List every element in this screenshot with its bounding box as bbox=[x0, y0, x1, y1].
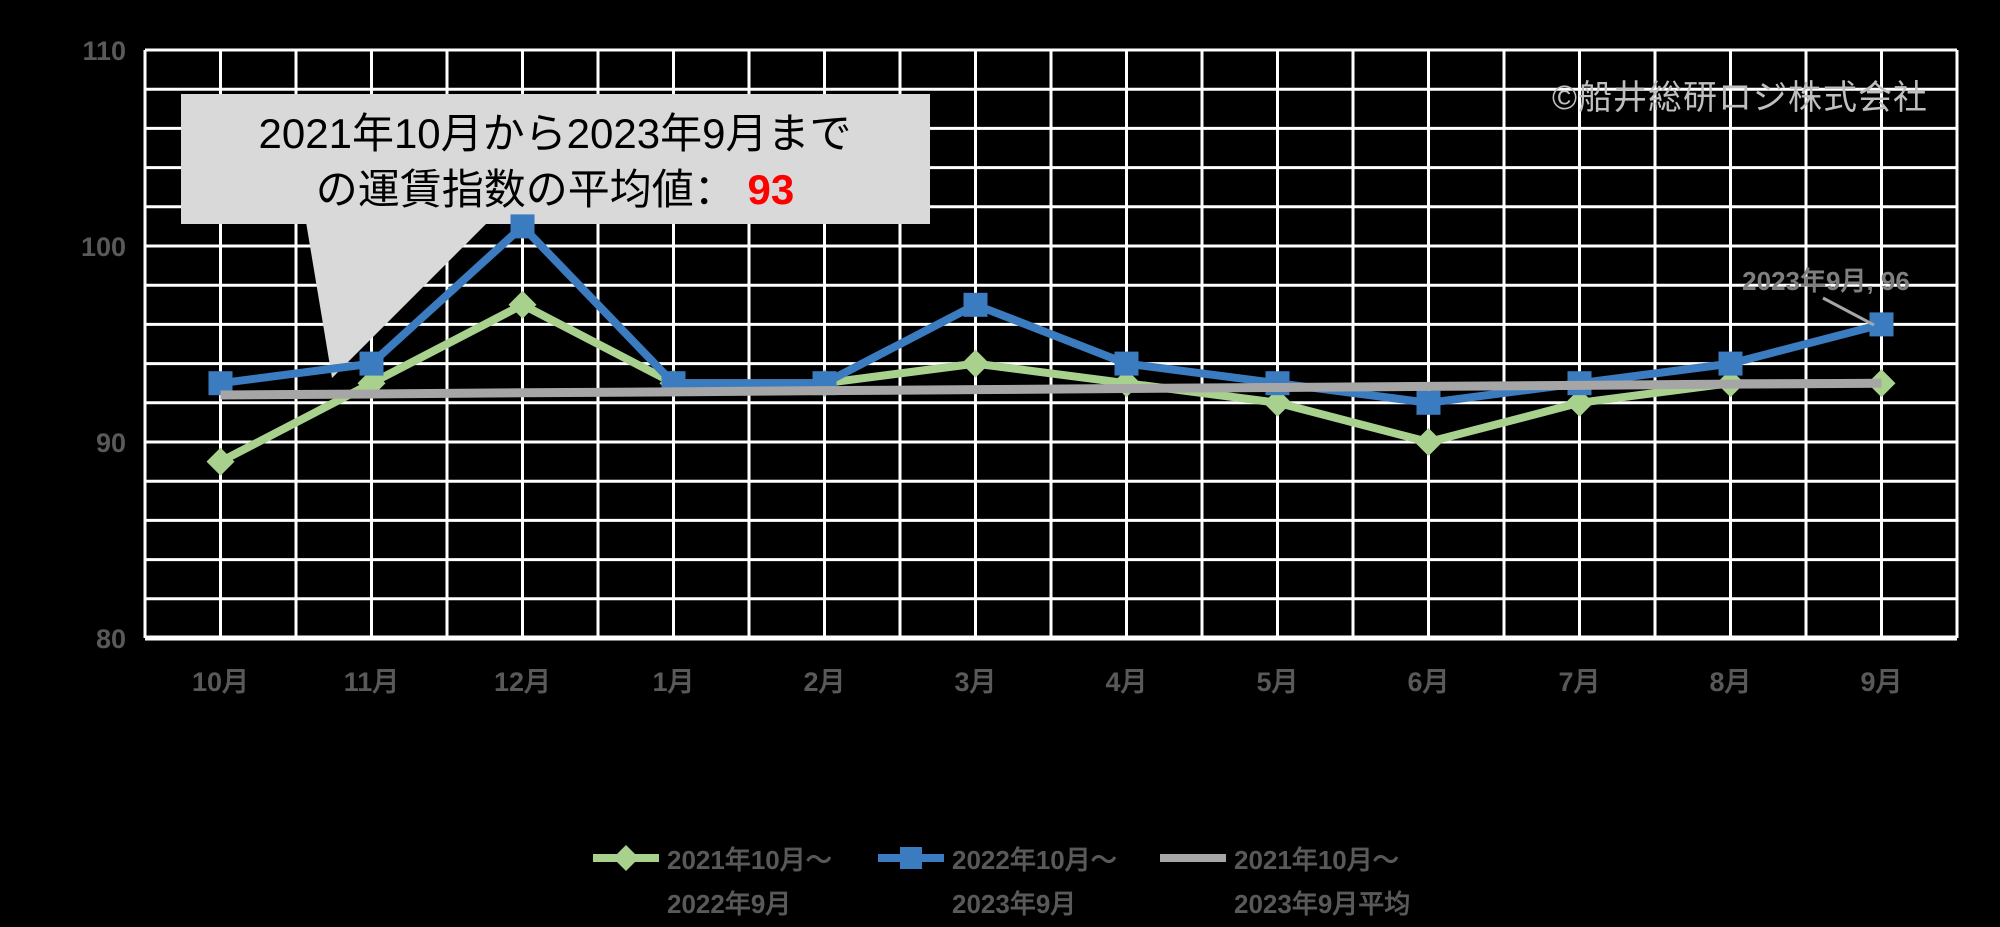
x-axis-month-label: 1月 bbox=[652, 667, 694, 697]
callout-line1: 2021年10月から2023年9月まで bbox=[259, 110, 852, 157]
x-axis-month-label: 9月 bbox=[1860, 667, 1902, 697]
gray-line-legend-marker bbox=[1160, 854, 1226, 862]
series-line-diamond bbox=[218, 300, 1882, 466]
legend-label: 2023年9月平均 bbox=[1234, 889, 1411, 919]
x-axis-month-label: 11月 bbox=[344, 667, 400, 697]
diamond-marker bbox=[961, 349, 990, 378]
y-axis-tick-label: 80 bbox=[96, 624, 126, 654]
data-series bbox=[206, 214, 1896, 476]
average-callout: 2021年10月から2023年9月まで の運賃指数の平均値： 93 bbox=[181, 94, 930, 378]
x-axis-month-label: 8月 bbox=[1709, 667, 1751, 697]
y-axis-tick-label: 90 bbox=[96, 428, 126, 458]
copyright-watermark: ©船井総研ロジ株式会社 bbox=[1551, 79, 1928, 117]
x-axis-month-label: 5月 bbox=[1256, 667, 1298, 697]
legend-item-2021-2022: 2021年10月～ 2022年9月 bbox=[593, 838, 832, 926]
x-axis-month-label: 7月 bbox=[1558, 667, 1600, 697]
annotation-leader-line bbox=[1822, 296, 1875, 327]
legend-label: 2021年10月～ bbox=[1234, 845, 1399, 875]
callout-tail bbox=[306, 222, 488, 378]
square-marker bbox=[510, 214, 535, 239]
diamond-marker bbox=[206, 447, 235, 476]
data-label-2023-09: 2023年9月, 96 bbox=[1742, 266, 1910, 296]
x-axis-month-label: 3月 bbox=[954, 667, 996, 697]
x-axis-month-label: 6月 bbox=[1407, 667, 1449, 697]
diamond-marker bbox=[1565, 388, 1594, 417]
x-axis-month-label: 2月 bbox=[803, 667, 845, 697]
x-axis-month-label: 10月 bbox=[192, 667, 249, 697]
legend-item-average: 2021年10月～ 2023年9月平均 bbox=[1160, 838, 1410, 926]
square-marker bbox=[1416, 390, 1441, 415]
legend-label: 2023年9月 bbox=[952, 889, 1077, 919]
diamond-marker bbox=[1263, 388, 1292, 417]
series-line-square bbox=[219, 222, 1883, 407]
square-marker bbox=[1114, 351, 1139, 376]
diamond-marker bbox=[1414, 428, 1443, 456]
square-marker bbox=[1718, 351, 1743, 376]
green-diamond-legend-marker bbox=[593, 845, 659, 871]
diamond-marker bbox=[508, 290, 537, 319]
legend-label: 2022年10月～ bbox=[952, 845, 1117, 875]
legend-label: 2021年10月～ bbox=[667, 845, 832, 875]
legend-item-2022-2023: 2022年10月～ 2023年9月 bbox=[878, 838, 1117, 926]
axis-labels: 80 90 100 110 10月 11月 12月 1月 2月 3月 4月 5月 6月 7月 8月 9月 bbox=[81, 36, 1903, 697]
callout-line2: の運賃指数の平均値： 93 bbox=[316, 166, 794, 213]
series-line-none bbox=[220, 378, 1882, 400]
y-axis-tick-label: 100 bbox=[81, 232, 126, 262]
square-marker bbox=[359, 351, 384, 376]
legend-label: 2022年9月 bbox=[667, 889, 792, 919]
callout-line2-prefix: の運賃指数の平均値： bbox=[316, 166, 736, 213]
square-marker bbox=[963, 292, 988, 317]
blue-square-legend-marker bbox=[878, 847, 944, 869]
y-axis-tick-label: 110 bbox=[82, 36, 126, 66]
x-axis-month-label: 4月 bbox=[1105, 667, 1147, 697]
callout-average-value: 93 bbox=[747, 166, 794, 213]
chart-legend: 2021年10月～ 2022年9月 2022年10月～ 2023年9月 2021… bbox=[0, 838, 2000, 927]
callout-box bbox=[181, 94, 930, 224]
x-axis-month-label: 12月 bbox=[494, 667, 551, 697]
